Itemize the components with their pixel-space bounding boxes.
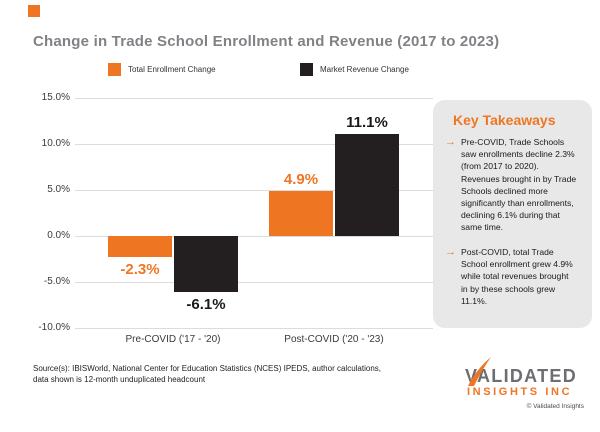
key-takeaways-title: Key Takeaways (453, 112, 556, 128)
bar-value-label: -2.3% (120, 261, 160, 278)
chart-bar (335, 134, 399, 236)
y-tick-label: -5.0% (43, 276, 70, 287)
takeaway-text: Post-COVID, total Trade School enrollmen… (461, 247, 573, 306)
y-tick-label: 15.0% (41, 92, 70, 103)
chart-bar (108, 236, 172, 257)
legend-item-revenue: Market Revenue Change (300, 63, 409, 76)
x-category-label: Pre-COVID ('17 - '20) (125, 334, 221, 345)
arrow-icon: → (445, 136, 456, 148)
chart-legend: Total Enrollment Change Market Revenue C… (0, 63, 600, 79)
source-note: Source(s): IBISWorld, National Center fo… (33, 363, 381, 385)
chart-bar (174, 236, 238, 292)
logo-v-swoosh-icon (468, 357, 491, 386)
legend-swatch-black (300, 63, 313, 76)
y-tick-label: 0.0% (47, 230, 70, 241)
bar-value-label: -6.1% (186, 296, 226, 313)
gridline (75, 282, 433, 283)
legend-swatch-orange (108, 63, 121, 76)
gridline (75, 144, 433, 145)
x-category-label: Post-COVID ('20 - '23) (284, 334, 384, 345)
gridline (75, 190, 433, 191)
legend-label: Total Enrollment Change (128, 65, 216, 74)
legend-label: Market Revenue Change (320, 65, 409, 74)
bar-value-label: 11.1% (346, 114, 388, 131)
takeaway-bullet: → Post-COVID, total Trade School enrollm… (445, 246, 585, 307)
logo-copyright: © Validated Insights (526, 403, 584, 410)
bar-value-label: 4.9% (283, 171, 319, 188)
y-tick-label: -10.0% (38, 322, 70, 333)
chart-bar (269, 191, 333, 236)
validated-insights-logo: VALIDATED INSIGHTS INC © Validated Insig… (460, 357, 590, 420)
gridline (75, 98, 433, 99)
gridline (75, 236, 433, 237)
key-takeaways-panel: Key Takeaways → Pre-COVID, Trade Schools… (433, 100, 592, 328)
page-title: Change in Trade School Enrollment and Re… (33, 33, 500, 50)
source-line: Source(s): IBISWorld, National Center fo… (33, 364, 381, 373)
arrow-icon: → (445, 246, 456, 258)
y-tick-label: 10.0% (41, 138, 70, 149)
y-tick-label: 5.0% (47, 184, 70, 195)
logo-wordmark: VALIDATED (465, 366, 578, 386)
logo-subline: INSIGHTS INC (467, 386, 573, 398)
source-line: data shown is 12-month unduplicated head… (33, 375, 206, 384)
takeaway-bullet: → Pre-COVID, Trade Schools saw enrollmen… (445, 136, 585, 234)
brand-accent-square (28, 5, 40, 17)
legend-item-enrollment: Total Enrollment Change (108, 63, 216, 76)
takeaway-text: Pre-COVID, Trade Schools saw enrollments… (461, 137, 577, 233)
gridline (75, 328, 433, 329)
